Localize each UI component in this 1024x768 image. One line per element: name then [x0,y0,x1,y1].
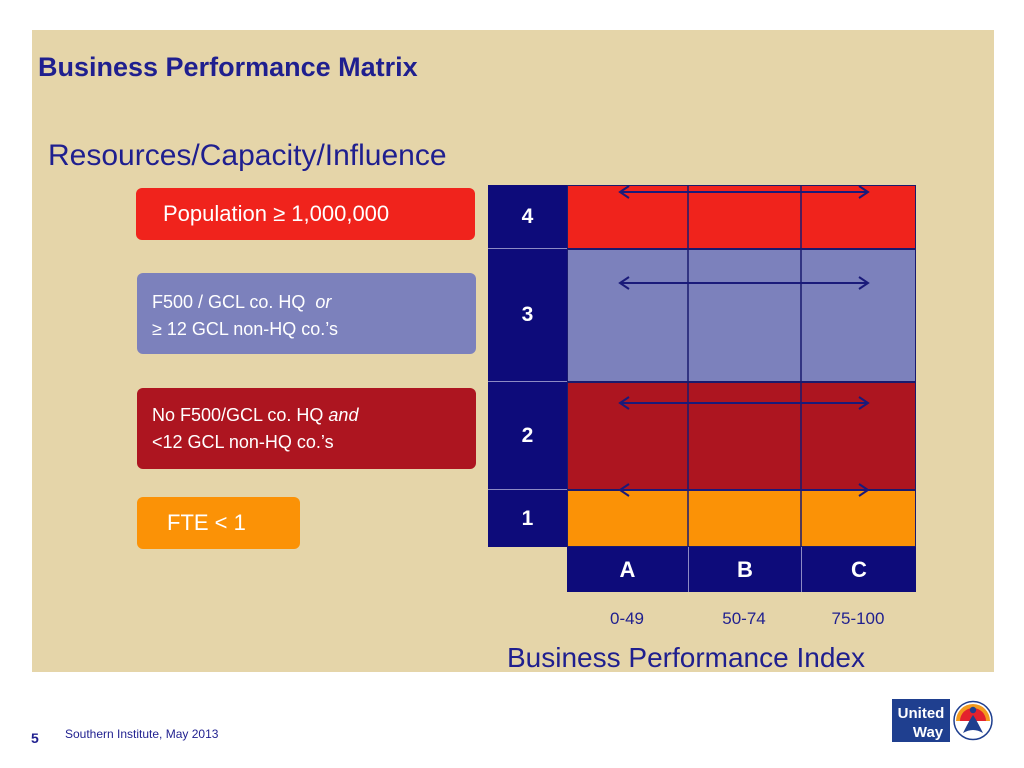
criteria-f500-or: or [315,292,332,312]
range-arrows [618,185,870,497]
arrowhead-icon [858,276,870,290]
criteria-f500-line1-text: F500 / GCL co. HQ [152,292,306,312]
criteria-box-fte: FTE < 1 [137,497,300,549]
arrowhead-icon [618,483,630,497]
criteria-no-f500-line1: No F500/GCL co. HQ and [152,402,462,429]
arrowhead-icon [858,396,870,410]
criteria-no-f500-line1-text: No F500/GCL co. HQ [152,405,324,425]
x-axis-title: Business Performance Index [507,642,865,673]
criteria-box-f500: F500 / GCL co. HQ or ≥ 12 GCL non-HQ co.… [137,273,476,354]
criteria-no-f500-line2: <12 GCL non-HQ co.’s [152,432,334,452]
logo-hand-icon [963,715,983,733]
arrowhead-icon [618,276,630,290]
row-band-3 [567,249,916,382]
page-number: 5 [31,730,39,746]
row-label-3: 3 [488,249,567,382]
slide-title: Business Performance Matrix [38,52,418,82]
logo-text-way: Way [913,724,944,741]
criteria-f500-line1: F500 / GCL co. HQ or [152,289,462,316]
logo-text-block [892,699,950,742]
column-label-a: A [567,547,688,592]
range-label-b: 50-74 [722,609,766,628]
column-label-c: C [801,547,916,592]
y-axis-title: Resources/Capacity/Influence [48,139,447,172]
row-label-2: 2 [488,382,567,490]
footer-text: Southern Institute, May 2013 [65,727,219,741]
column-label-b: B [688,547,801,592]
row-label-1: 1 [488,490,567,547]
united-way-logo: United Way [890,697,996,744]
logo-text-united: United [898,705,945,722]
range-label-c: 75-100 [831,609,885,628]
criteria-population-text: Population ≥ 1,000,000 [163,201,390,226]
arrowhead-icon [858,185,870,199]
range-label-a: 0-49 [609,609,645,628]
logo-person-head-icon [969,706,977,714]
criteria-f500-line2: ≥ 12 GCL non-HQ co.’s [152,319,338,339]
criteria-box-no-f500: No F500/GCL co. HQ and <12 GCL non-HQ co… [137,388,476,469]
arrowhead-icon [858,483,870,497]
arrowhead-icon [618,396,630,410]
row-band-1 [567,490,916,547]
logo-rainbow-inner [960,708,986,721]
row-label-4: 4 [488,185,567,249]
criteria-no-f500-and: and [328,405,359,425]
criteria-box-population: Population ≥ 1,000,000 [136,188,475,240]
arrowhead-icon [618,185,630,199]
criteria-fte-text: FTE < 1 [167,510,246,535]
